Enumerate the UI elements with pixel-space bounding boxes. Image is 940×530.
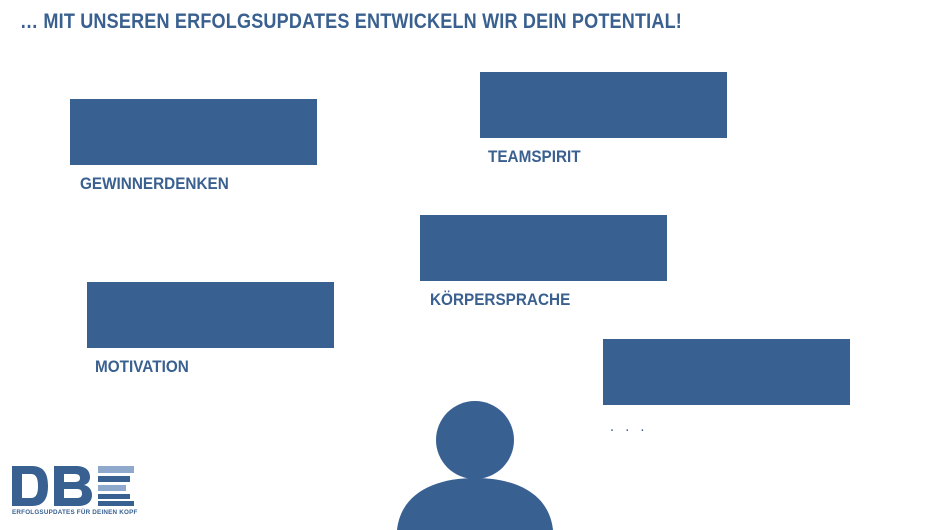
page-headline: … MIT UNSEREN ERFOLGSUPDATES ENTWICKELN …	[20, 10, 682, 33]
dbe-logo-letters	[12, 466, 134, 506]
dbe-logo: ERFOLGSUPDATES FÜR DEINEN KOPF	[12, 464, 138, 522]
motivation-label: MOTIVATION	[95, 357, 189, 376]
more-ellipsis-label: . . .	[610, 418, 649, 435]
teamspirit-block	[480, 72, 727, 138]
logo-tagline: ERFOLGSUPDATES FÜR DEINEN KOPF	[12, 509, 138, 516]
person-icon	[397, 401, 553, 530]
gewinnerdenken-block	[70, 99, 317, 165]
koerpersprache-label: KÖRPERSPRACHE	[430, 290, 571, 309]
teamspirit-label: TEAMSPIRIT	[488, 147, 581, 166]
more-block	[603, 339, 850, 405]
koerpersprache-block	[420, 215, 667, 281]
motivation-block	[87, 282, 334, 348]
gewinnerdenken-label: GEWINNERDENKEN	[80, 174, 229, 193]
